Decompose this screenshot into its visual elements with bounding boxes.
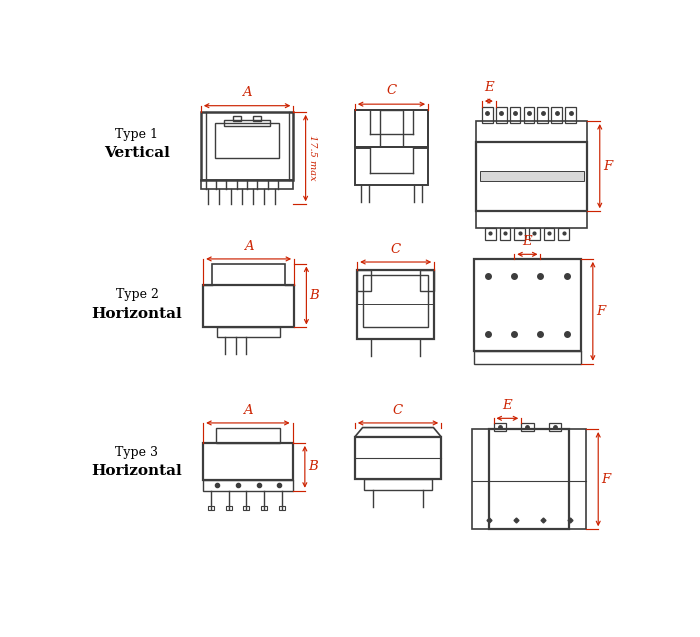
- Bar: [476, 142, 587, 211]
- Bar: [544, 228, 554, 240]
- Bar: [565, 107, 576, 123]
- Bar: [522, 423, 533, 431]
- Bar: [496, 107, 507, 123]
- Text: E: E: [523, 235, 532, 248]
- Bar: [208, 506, 214, 510]
- Text: Horizontal: Horizontal: [92, 464, 183, 478]
- Text: A: A: [242, 86, 252, 99]
- Bar: [569, 429, 586, 529]
- Bar: [357, 269, 371, 291]
- Bar: [363, 275, 428, 327]
- Text: C: C: [386, 84, 396, 97]
- Text: F: F: [596, 304, 605, 318]
- Bar: [203, 285, 294, 327]
- Bar: [379, 110, 403, 164]
- Bar: [476, 121, 587, 142]
- Text: F: F: [601, 473, 610, 485]
- Bar: [217, 327, 280, 337]
- Bar: [472, 429, 489, 529]
- Bar: [244, 506, 249, 510]
- Bar: [355, 110, 428, 147]
- Bar: [355, 437, 441, 479]
- Bar: [364, 479, 432, 490]
- Bar: [480, 171, 584, 181]
- Bar: [253, 117, 261, 121]
- Bar: [549, 423, 561, 431]
- Bar: [514, 228, 525, 240]
- Bar: [279, 506, 285, 510]
- Bar: [370, 148, 413, 173]
- Bar: [216, 427, 280, 443]
- Bar: [485, 228, 496, 240]
- Text: Type 2: Type 2: [116, 288, 158, 301]
- Bar: [213, 264, 285, 285]
- Bar: [476, 211, 587, 228]
- Text: Type 1: Type 1: [116, 127, 158, 141]
- Text: A: A: [243, 404, 253, 417]
- Bar: [355, 148, 428, 185]
- Text: Vertical: Vertical: [104, 147, 170, 161]
- Text: E: E: [484, 81, 494, 94]
- Bar: [215, 123, 279, 158]
- Text: C: C: [393, 404, 403, 417]
- Bar: [524, 107, 534, 123]
- Bar: [552, 107, 562, 123]
- Text: B: B: [309, 289, 319, 302]
- Bar: [489, 429, 569, 529]
- Bar: [538, 107, 548, 123]
- Bar: [529, 228, 540, 240]
- Bar: [370, 110, 413, 134]
- Bar: [203, 480, 293, 490]
- Bar: [482, 107, 493, 123]
- Bar: [494, 423, 506, 431]
- Bar: [558, 228, 569, 240]
- Text: F: F: [603, 160, 612, 173]
- Bar: [224, 120, 270, 125]
- Text: A: A: [244, 240, 253, 253]
- Bar: [261, 506, 267, 510]
- Bar: [421, 269, 434, 291]
- Bar: [475, 259, 580, 352]
- Text: B: B: [308, 461, 318, 473]
- Bar: [510, 107, 521, 123]
- Bar: [201, 180, 293, 189]
- Text: Type 3: Type 3: [116, 446, 158, 459]
- Bar: [233, 117, 241, 121]
- Bar: [357, 269, 434, 339]
- Text: 17.5 max: 17.5 max: [308, 135, 317, 181]
- Bar: [225, 506, 232, 510]
- Text: Horizontal: Horizontal: [92, 306, 183, 320]
- Bar: [201, 112, 293, 180]
- Bar: [475, 352, 580, 364]
- Text: C: C: [391, 243, 401, 256]
- Text: E: E: [503, 399, 512, 412]
- Bar: [500, 228, 510, 240]
- Bar: [203, 443, 293, 480]
- Bar: [355, 110, 428, 147]
